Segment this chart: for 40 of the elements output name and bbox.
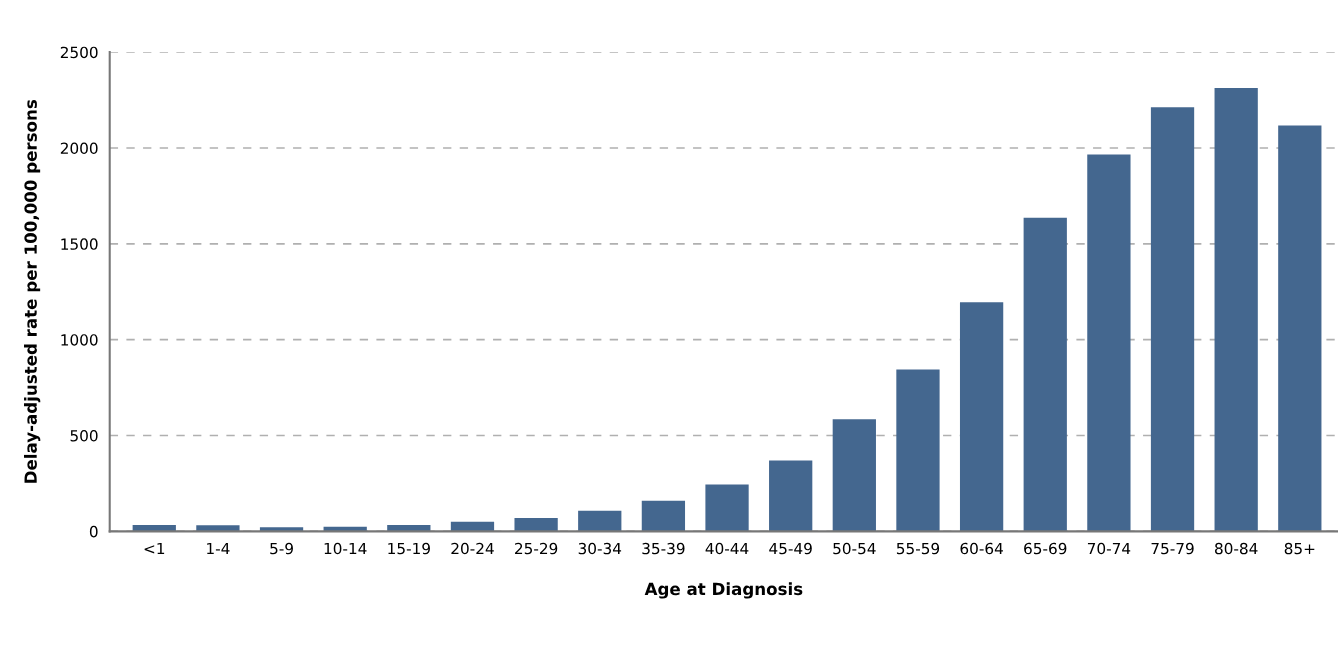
bar [896, 369, 940, 532]
x-tick-label: 10-14 [324, 542, 367, 555]
y-tick-label: 0 [89, 525, 98, 538]
x-tick-label: 5-9 [270, 542, 293, 555]
x-tick-label: 75-79 [1151, 542, 1194, 555]
bar [641, 500, 686, 532]
x-tick-label: 80-84 [1215, 542, 1258, 555]
y-tick-label: 1500 [61, 238, 98, 250]
y-tick-label: 500 [70, 430, 98, 442]
x-tick-label: 20-24 [451, 542, 494, 555]
y-axis-title: Delay-adjusted rate per 100,000 persons [24, 99, 41, 483]
x-tick-label: 40-44 [705, 542, 749, 555]
x-tick-label: 30-34 [578, 542, 622, 555]
x-tick-label: 15-19 [388, 542, 430, 555]
bar [1150, 107, 1195, 532]
bar [705, 484, 749, 532]
x-tick-label: <1 [144, 542, 165, 555]
x-tick-label: 1-4 [207, 542, 230, 555]
x-tick-label: 50-54 [833, 542, 876, 555]
x-tick-label: 65-69 [1024, 542, 1067, 555]
y-tick-label: 2000 [60, 142, 98, 155]
x-tick-label: 35-39 [642, 542, 685, 555]
x-tick-label: 25-29 [515, 542, 558, 555]
bar [832, 419, 876, 532]
x-tick-label: 85+ [1284, 542, 1315, 555]
y-tick-label: 2500 [60, 46, 98, 59]
y-tick-label: 1000 [61, 334, 98, 346]
bar [1087, 154, 1131, 532]
x-tick-label: 60-64 [960, 542, 1003, 555]
bar [959, 302, 1004, 532]
bar [1278, 125, 1322, 532]
x-axis-title: Age at Diagnosis [644, 582, 803, 599]
bar [578, 510, 622, 532]
x-tick-label: 70-74 [1087, 542, 1131, 555]
x-tick-label: 55-59 [896, 542, 940, 555]
bar [1214, 88, 1258, 532]
bar [514, 517, 558, 532]
bar [769, 460, 813, 532]
bar [1023, 217, 1067, 532]
x-tick-label: 45-49 [769, 542, 812, 555]
